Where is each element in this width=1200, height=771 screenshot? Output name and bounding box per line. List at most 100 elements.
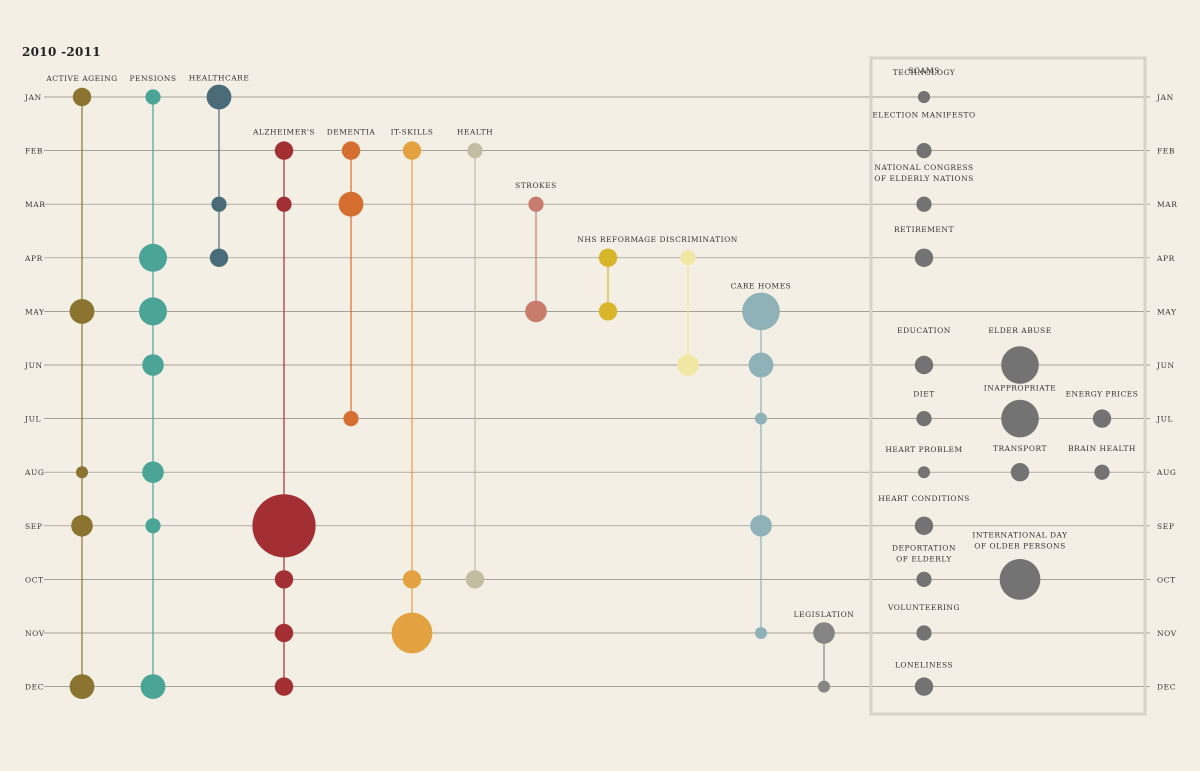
brain-health-bubble xyxy=(1094,464,1110,480)
healthcare-bubble-apr xyxy=(209,248,229,267)
diet-bubble xyxy=(916,411,932,427)
month-label-right-jan: JAN xyxy=(1156,93,1174,102)
alzheimer-s-bubble-feb xyxy=(274,141,294,160)
age-discrimination-bubble-jun xyxy=(677,354,699,376)
dementia-bubble-jul xyxy=(343,411,359,427)
alzheimer-s-label: ALZHEIMER'S xyxy=(252,128,315,137)
transport-bubble xyxy=(1010,463,1030,482)
international-day-bubble xyxy=(999,559,1041,600)
pensions-bubble-dec xyxy=(140,674,166,699)
active-ageing-bubble-jan xyxy=(72,87,92,107)
pensions-bubble-sep xyxy=(145,518,161,534)
period-title: 2010 -2011 xyxy=(22,45,101,59)
month-label-left-may: MAY xyxy=(25,307,45,316)
month-label-right-sep: SEP xyxy=(1157,522,1174,531)
volunteering-label: VOLUNTEERING xyxy=(887,603,960,612)
healthcare-bubble-mar xyxy=(211,196,227,212)
legislation-bubble-dec xyxy=(818,680,830,693)
month-label-right-mar: MAR xyxy=(1157,200,1178,209)
volunteering-bubble xyxy=(916,625,932,641)
month-label-left-jan: JAN xyxy=(24,93,42,102)
care-homes-bubble-may xyxy=(742,292,780,331)
age-discrimination-label: AGE DISCRIMINATION xyxy=(637,235,738,244)
month-label-left-feb: FEB xyxy=(25,147,43,156)
diet-label: DIET xyxy=(913,390,934,399)
heart-problem-bubble xyxy=(918,466,930,479)
legislation-bubble-nov xyxy=(813,622,835,644)
heart-conditions-label: HEART CONDITIONS xyxy=(878,494,970,503)
active-ageing-label: ACTIVE AGEING xyxy=(45,74,117,83)
alzheimer-s-bubble-dec xyxy=(274,677,294,696)
dementia-bubble-feb xyxy=(341,141,361,160)
active-ageing-bubble-dec xyxy=(69,674,95,699)
it-skills-bubble-feb xyxy=(402,141,422,160)
international-day-label-line2: OF OLDER PERSONS xyxy=(974,541,1066,550)
it-skills-bubble-nov xyxy=(391,612,433,654)
month-label-left-nov: NOV xyxy=(25,629,45,638)
loneliness-bubble xyxy=(914,677,934,696)
pensions-bubble-apr xyxy=(139,243,167,272)
pensions-bubble-jan xyxy=(145,89,161,105)
heart-conditions-bubble xyxy=(914,516,934,535)
active-ageing-bubble-may xyxy=(69,299,95,324)
month-label-left-oct: OCT xyxy=(25,575,44,584)
nhs-reform-label: NHS REFORM xyxy=(577,235,638,244)
month-label-right-apr: APR xyxy=(1156,254,1175,263)
national-congress-label-line2: OF ELDERLY NATIONS xyxy=(874,174,974,183)
elder-abuse-label: ELDER ABUSE xyxy=(988,326,1051,335)
health-bubble-oct xyxy=(465,570,485,589)
dementia-label: DEMENTIA xyxy=(327,128,376,137)
strokes-label: STROKES xyxy=(515,181,557,190)
nhs-reform-bubble-apr xyxy=(598,248,618,267)
technology-label: TECHNOLOGY xyxy=(893,68,956,77)
month-label-left-apr: APR xyxy=(24,254,43,263)
it-skills-bubble-oct xyxy=(402,570,422,589)
energy-prices-bubble xyxy=(1092,409,1112,428)
it-skills-label: IT-SKILLS xyxy=(391,128,434,137)
loneliness-label: LONELINESS xyxy=(895,661,953,670)
deportation-label: DEPORTATION xyxy=(892,543,956,552)
month-label-right-jun: JUN xyxy=(1156,361,1175,370)
legislation-label: LEGISLATION xyxy=(794,610,855,619)
international-day-label: INTERNATIONAL DAY xyxy=(972,530,1068,539)
active-ageing-bubble-sep xyxy=(71,515,93,537)
month-label-left-jul: JUL xyxy=(24,415,41,424)
care-homes-bubble-nov xyxy=(755,627,767,639)
inappropriate-bubble xyxy=(1001,399,1039,438)
month-label-left-mar: MAR xyxy=(25,200,46,209)
topic-labels: ACTIVE AGEING PENSIONS HEALTHCARE ALZHEIMER… xyxy=(45,66,1138,670)
topic-stems xyxy=(81,97,825,687)
elder-abuse-bubble xyxy=(1001,346,1039,384)
national-congress-label: NATIONAL CONGRESS xyxy=(874,163,973,172)
month-label-right-oct: OCT xyxy=(1157,575,1176,584)
election-manifesto-label: ELECTION MANIFESTO xyxy=(872,111,975,120)
deportation-label-line2: OF ELDERLY xyxy=(896,554,952,563)
strokes-bubble-may xyxy=(525,300,547,323)
retirement-bubble xyxy=(914,248,934,267)
election-manifesto-bubble xyxy=(916,143,932,159)
month-label-right-dec: DEC xyxy=(1157,683,1176,692)
month-label-right-jul: JUL xyxy=(1156,415,1173,424)
deportation-bubble xyxy=(916,571,932,588)
heart-problem-label: HEART PROBLEM xyxy=(885,445,962,454)
month-label-left-dec: DEC xyxy=(25,683,44,692)
health-label: HEALTH xyxy=(457,128,493,137)
month-label-right-aug: AUG xyxy=(1156,468,1177,477)
retirement-label: RETIREMENT xyxy=(894,225,954,234)
healthcare-bubble-jan xyxy=(206,84,232,110)
month-label-right-feb: FEB xyxy=(1157,147,1175,156)
topic-bubbles xyxy=(69,84,1112,699)
alzheimer-s-bubble-sep xyxy=(252,494,316,558)
pensions-label: PENSIONS xyxy=(129,74,176,83)
pensions-bubble-jun xyxy=(142,354,164,376)
care-homes-bubble-jul xyxy=(755,412,767,425)
care-homes-bubble-jun xyxy=(748,352,774,378)
healthcare-label: HEALTHCARE xyxy=(189,74,250,83)
technology-bubble xyxy=(918,91,930,103)
single-topics-box xyxy=(869,56,1147,716)
age-discrimination-bubble-apr xyxy=(680,250,696,266)
alzheimer-s-bubble-oct xyxy=(274,570,294,589)
pensions-bubble-aug xyxy=(142,461,164,484)
care-homes-label: CARE HOMES xyxy=(731,282,792,291)
alzheimer-s-bubble-mar xyxy=(276,196,292,212)
